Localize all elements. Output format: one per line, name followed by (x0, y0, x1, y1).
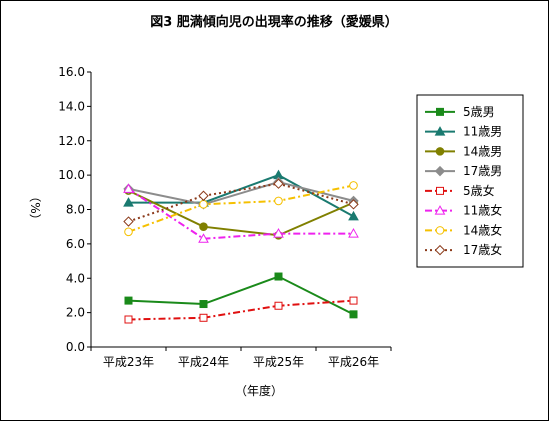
data-point-3-2 (199, 222, 208, 231)
data-point-7-3 (274, 196, 283, 206)
legend-marker-6 (434, 205, 446, 215)
legend-marker-4 (434, 165, 446, 177)
y-tick-label: 2.0 (66, 306, 85, 320)
data-point-5-3 (274, 301, 283, 310)
legend-label-7: 14歳女 (463, 222, 502, 237)
data-point-7-4 (349, 181, 358, 190)
y-tick-label: 16.0 (58, 65, 85, 79)
data-point-7-1 (124, 227, 133, 237)
x-axis-label: （年度） (235, 383, 283, 398)
data-point-5-1 (124, 315, 133, 324)
data-point-8-3 (273, 178, 284, 189)
legend-label-1: 5歳男 (463, 105, 495, 119)
legend-marker-1 (436, 107, 444, 116)
y-tick-label: 4.0 (66, 271, 85, 285)
y-tick-label: 8.0 (66, 203, 85, 217)
legend-label-6: 11歳女 (463, 203, 502, 218)
y-tick-label: 12.0 (58, 134, 85, 148)
legend-box (416, 94, 524, 268)
legend-label-2: 11歳男 (463, 125, 502, 139)
data-point-5-2 (199, 313, 208, 322)
data-point-1-1 (124, 296, 133, 305)
data-point-2-1 (123, 197, 134, 207)
x-tick-label: 平成24年 (178, 355, 229, 369)
legend-marker-2 (434, 126, 446, 136)
chart-title: 図3 肥満傾向児の出現率の推移（愛媛県） (150, 14, 398, 30)
y-tick-label: 14.0 (58, 99, 85, 113)
data-point-7-2 (199, 200, 208, 209)
legend-label-4: 17歳男 (463, 164, 502, 178)
legend-label-5: 5歳女 (463, 183, 495, 198)
data-point-1-3 (274, 272, 283, 281)
y-axis-label: （%） (28, 190, 42, 225)
data-point-8-2 (198, 190, 209, 201)
data-point-2-4 (348, 210, 359, 221)
legend-marker-8 (434, 244, 446, 256)
legend: 5歳男 11歳男 14歳男 17歳男 5歳女 11歳女 14歳女 17歳女 (416, 94, 524, 268)
data-point-8-4 (348, 199, 359, 210)
data-point-1-2 (199, 300, 208, 309)
series-line-6 (127, 188, 354, 240)
x-tick-label: 平成25年 (253, 355, 304, 369)
data-point-6-3 (273, 228, 284, 238)
data-point-6-4 (348, 228, 359, 238)
x-tick-label: 平成23年 (103, 355, 154, 369)
series-line-3 (128, 189, 354, 237)
plot-area: 0.0 2.0 4.0 6.0 8.0 10.0 12.0 14.0 16.0 平成23年 平成24… (58, 65, 392, 369)
x-tick-label: 平成26年 (328, 355, 379, 369)
data-point-6-2 (198, 233, 209, 243)
y-tick-label: 0.0 (66, 340, 85, 354)
series-line-1 (128, 275, 354, 316)
legend-label-8: 17歳女 (463, 242, 502, 257)
series-line-5 (128, 299, 354, 321)
series-line-4 (128, 180, 354, 206)
legend-marker-5 (436, 186, 444, 195)
legend-marker-3 (435, 147, 445, 156)
data-point-1-4 (349, 310, 358, 319)
data-point-5-4 (349, 296, 358, 305)
series-line-2 (128, 174, 354, 218)
legend-label-3: 14歳男 (463, 144, 502, 158)
data-point-6-1 (123, 183, 134, 193)
y-tick-label: 6.0 (66, 237, 85, 251)
y-tick-label: 10.0 (58, 168, 85, 182)
data-point-8-1 (123, 216, 134, 227)
legend-marker-7 (435, 226, 445, 235)
